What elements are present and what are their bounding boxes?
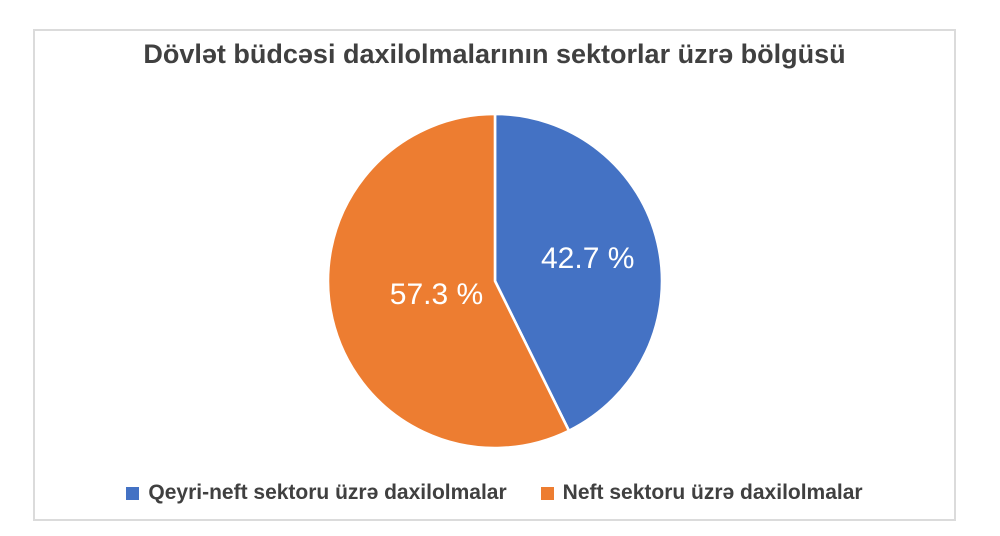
legend: Qeyri-neft sektoru üzrə daxilolmalar Nef… — [35, 481, 954, 505]
legend-label-neft: Neft sektoru üzrə daxilolmalar — [562, 481, 863, 504]
legend-item-neft[interactable]: Neft sektoru üzrə daxilolmalar — [540, 481, 863, 505]
pie-slice-0[interactable] — [493, 112, 664, 433]
legend-swatch-blue-icon — [126, 486, 140, 500]
legend-swatch-orange-icon — [540, 486, 554, 500]
legend-item-qeyri-neft[interactable]: Qeyri-neft sektoru üzrə daxilolmalar — [126, 481, 507, 505]
chart-frame: Dövlət büdcəsi daxilolmalarının sektorla… — [33, 29, 956, 521]
pie-chart — [326, 112, 664, 450]
pie-slice-1[interactable] — [326, 112, 571, 450]
chart-title: Dövlət büdcəsi daxilolmalarının sektorla… — [143, 39, 846, 69]
legend-label-qeyri-neft: Qeyri-neft sektoru üzrə daxilolmalar — [148, 481, 507, 504]
